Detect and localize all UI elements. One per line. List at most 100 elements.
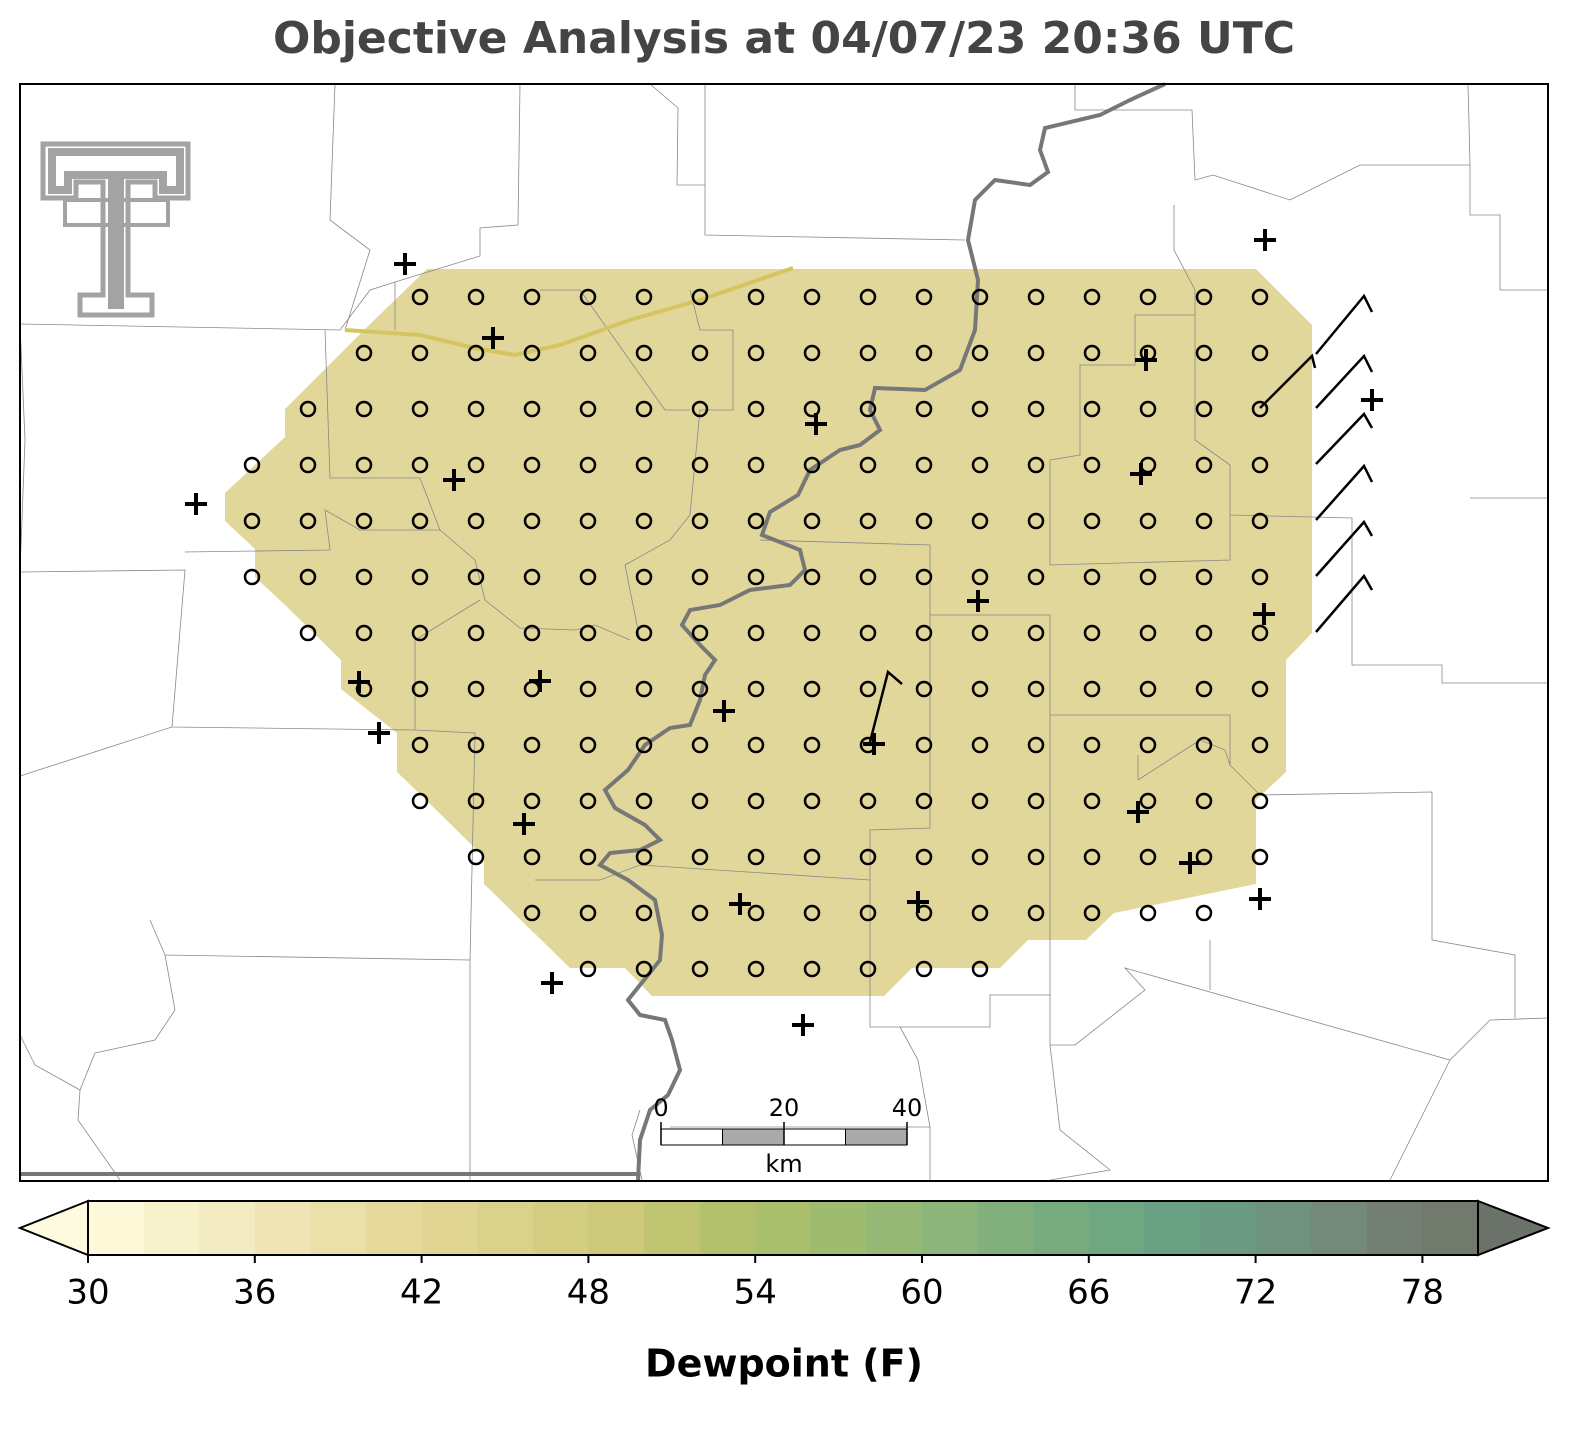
colorbar-bin xyxy=(532,1201,589,1255)
grid-point xyxy=(523,736,541,754)
grid-point xyxy=(1139,848,1157,866)
station xyxy=(1135,349,1157,371)
grid-point xyxy=(747,568,765,586)
scale-tick-label: 40 xyxy=(892,1094,923,1122)
scale-segment xyxy=(660,1128,723,1146)
colorbar-bin xyxy=(866,1201,923,1255)
grid-point xyxy=(747,960,765,978)
grid-point xyxy=(523,512,541,530)
grid-point xyxy=(635,736,653,754)
grid-point xyxy=(859,344,877,362)
grid-point xyxy=(1195,736,1213,754)
grid-point xyxy=(691,568,709,586)
map-frame xyxy=(19,83,1549,1182)
grid-point xyxy=(523,344,541,362)
grid-point xyxy=(635,568,653,586)
grid-point xyxy=(803,400,821,418)
grid-point xyxy=(747,456,765,474)
grid-point xyxy=(1139,568,1157,586)
grid-point xyxy=(523,792,541,810)
grid-point xyxy=(1251,848,1269,866)
colorbar-bin xyxy=(588,1201,645,1255)
grid-point xyxy=(467,344,485,362)
colorbar-under xyxy=(17,1199,89,1257)
grid-point xyxy=(1251,288,1269,306)
grid-point xyxy=(355,400,373,418)
colorbar-tick-label: 54 xyxy=(734,1273,777,1313)
grid-point xyxy=(691,960,709,978)
grid-point xyxy=(915,512,933,530)
grid-point xyxy=(859,568,877,586)
colorbar-bin xyxy=(1200,1201,1257,1255)
colorbar-bin xyxy=(310,1201,367,1255)
grid-point xyxy=(1027,288,1045,306)
colorbar-tick-label: 72 xyxy=(1234,1273,1277,1313)
grid-point xyxy=(635,904,653,922)
grid-point xyxy=(859,400,877,418)
grid-point xyxy=(1139,400,1157,418)
colorbar-bin xyxy=(421,1201,478,1255)
grid-point xyxy=(803,344,821,362)
grid-point xyxy=(1027,792,1045,810)
grid-point xyxy=(1139,736,1157,754)
colorbar-frame xyxy=(87,1200,1479,1256)
grid-point xyxy=(467,848,485,866)
grid-point xyxy=(915,736,933,754)
grid-point xyxy=(523,624,541,642)
grid-point xyxy=(579,400,597,418)
station xyxy=(443,469,465,491)
station xyxy=(907,891,929,913)
grid-point xyxy=(411,792,429,810)
colorbar-bin xyxy=(143,1201,200,1255)
station xyxy=(1253,603,1275,625)
grid-point xyxy=(803,792,821,810)
colorbar-bin xyxy=(1366,1201,1423,1255)
grid-point xyxy=(803,680,821,698)
station xyxy=(482,327,504,349)
grid-point xyxy=(691,344,709,362)
grid-point xyxy=(747,344,765,362)
colorbar-bin xyxy=(810,1201,867,1255)
grid-point xyxy=(579,624,597,642)
grid-point xyxy=(579,792,597,810)
grid-point xyxy=(243,456,261,474)
grid-point xyxy=(579,736,597,754)
grid-point xyxy=(467,512,485,530)
grid-point xyxy=(579,568,597,586)
grid-point xyxy=(1083,792,1101,810)
colorbar-label: Dewpoint (F) xyxy=(645,1342,923,1386)
grid-point xyxy=(355,344,373,362)
grid-point xyxy=(411,400,429,418)
grid-point xyxy=(523,904,541,922)
grid-point xyxy=(803,904,821,922)
grid-point xyxy=(467,792,485,810)
grid-point xyxy=(971,736,989,754)
grid-point xyxy=(803,848,821,866)
grid-point xyxy=(579,288,597,306)
grid-point xyxy=(915,792,933,810)
colorbar-bin xyxy=(199,1201,256,1255)
colorbar-tick-label: 36 xyxy=(233,1273,276,1313)
grid-point xyxy=(803,456,821,474)
station xyxy=(529,670,551,692)
station xyxy=(1127,801,1149,823)
grid-point xyxy=(1195,288,1213,306)
grid-point xyxy=(1195,624,1213,642)
grid-point xyxy=(747,512,765,530)
grid-point xyxy=(747,848,765,866)
station xyxy=(348,671,370,693)
grid-point xyxy=(1083,344,1101,362)
dewpoint-fill xyxy=(225,269,1312,996)
grid-point xyxy=(1139,792,1157,810)
grid-point xyxy=(691,792,709,810)
river xyxy=(596,82,1166,1181)
colorbar-bin xyxy=(922,1201,979,1255)
station xyxy=(1130,463,1152,485)
grid-point xyxy=(467,568,485,586)
station xyxy=(863,733,885,755)
grid-point xyxy=(243,568,261,586)
wind-barbs xyxy=(868,293,1374,743)
grid-point xyxy=(691,456,709,474)
grid-point xyxy=(579,960,597,978)
grid-point xyxy=(1251,344,1269,362)
